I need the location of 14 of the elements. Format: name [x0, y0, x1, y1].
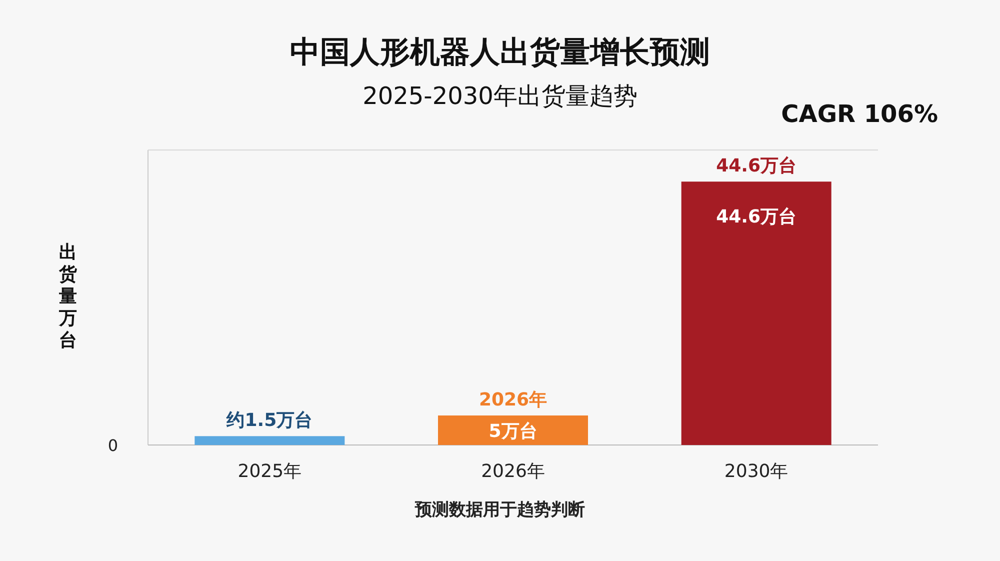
chart-title: 中国人形机器人出货量增长预测 [290, 35, 710, 70]
y-axis-title: 出货量万台 [58, 242, 78, 351]
annotation: 44.6万台 [716, 156, 797, 177]
chart-subtitle: 2025-2030年出货量趋势 [362, 82, 638, 110]
x-tick-label: 2025年 [238, 461, 302, 482]
x-tick-label: 2026年 [481, 461, 545, 482]
data-label: 约1.5万台 [226, 410, 313, 432]
x-axis-title: 预测数据用于趋势判断 [414, 500, 585, 520]
data-label: 44.6万台 [716, 206, 797, 228]
annotation: 2026年 [478, 389, 548, 410]
x-tick-label: 2030年 [724, 461, 788, 482]
text: CAGR 106% [781, 100, 938, 128]
text: 0 [108, 436, 118, 455]
data-label: 5万台 [488, 421, 538, 442]
